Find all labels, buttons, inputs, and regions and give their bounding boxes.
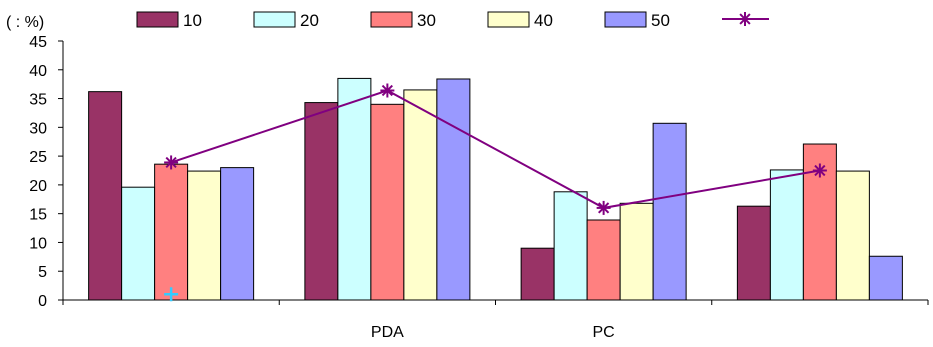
line-point [812,163,827,178]
legend-item: 30 [370,11,436,30]
bar [520,247,555,301]
legend-item [722,12,769,26]
x-tick-label: PC [593,324,615,341]
bar [835,170,870,301]
legend-item: 10 [136,11,202,30]
x-axis: PDA PC [62,299,929,341]
legend-label: 30 [417,11,436,30]
extra-point [164,287,179,302]
bar [436,78,471,301]
marker-stroke [381,84,393,97]
unit-label: ( : %) [6,14,44,31]
y-tick-label: 40 [29,63,47,80]
bar [736,205,771,301]
legend-swatch [253,11,296,28]
line-point [380,83,395,98]
y-tick-label: 5 [38,264,47,281]
y-tick-label: 15 [29,207,47,224]
marker-stroke [739,13,751,25]
bar [868,255,903,301]
bar [220,167,255,301]
bar [187,170,222,301]
legend-swatch [487,11,530,28]
y-tick-label: 45 [29,34,47,51]
legend-label: 20 [300,11,319,30]
marker-stroke [165,156,177,169]
legend-swatch [136,11,179,28]
marker-stroke [814,164,826,177]
legend-marker [738,12,752,26]
legend-item: 20 [253,11,319,30]
bar [553,191,588,301]
y-tick-label: 10 [29,235,47,252]
legend-item: 40 [487,11,553,30]
legend: 10 20 30 40 50 [136,11,769,30]
bar [88,91,123,301]
bar [586,219,621,301]
line-series [164,83,827,302]
y-tick-label: 30 [29,120,47,137]
legend-swatch [604,11,647,28]
y-tick-label: 0 [38,293,47,310]
legend-item: 50 [604,11,670,30]
bars [88,77,903,301]
x-tick-label: PDA [371,324,404,341]
y-tick-label: 35 [29,92,47,109]
line-path [170,89,821,209]
bar [619,202,654,301]
marker-stroke [598,202,610,214]
bar [121,186,156,301]
line-point [596,200,611,215]
bar [652,122,687,301]
line-point [164,155,179,170]
legend-swatch [370,11,413,28]
bar [154,163,189,301]
bar [769,169,804,301]
legend-label: 50 [651,11,670,30]
y-tick-label: 20 [29,178,47,195]
legend-label: 40 [534,11,553,30]
bar [403,89,438,301]
bar [337,77,372,301]
legend-label: 10 [183,11,202,30]
bar [370,103,405,301]
y-axis: 0 5 10 15 20 25 30 35 40 45 [29,34,64,310]
y-tick-label: 25 [29,149,47,166]
bar [304,102,339,301]
